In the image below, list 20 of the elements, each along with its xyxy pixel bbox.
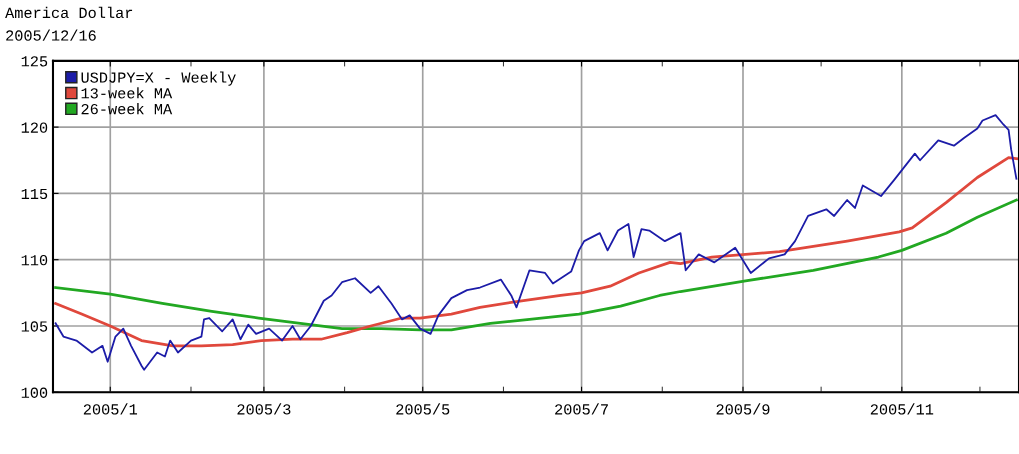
x-tick-label: 2005/5	[396, 403, 450, 415]
x-tick-label: 2005/3	[237, 403, 291, 415]
chart-title: America Dollar	[5, 6, 133, 19]
x-tick-label: 2005/1	[83, 403, 138, 415]
y-tick-label: 120	[21, 122, 48, 133]
legend-label: 13-week MA	[81, 87, 173, 99]
legend-label: USDJPY=X - Weekly	[81, 71, 236, 86]
y-tick-label: 100	[21, 387, 48, 398]
line-series	[54, 156, 1019, 348]
y-tick-label: 110	[21, 255, 48, 266]
x-tick-label: 2005/9	[716, 403, 770, 415]
legend-label: 26-week MA	[81, 103, 173, 115]
y-tick-label: 115	[21, 188, 48, 200]
line-series	[54, 198, 1018, 332]
x-tick-label: 2005/7	[555, 403, 608, 415]
y-tick-label: 125	[21, 56, 48, 67]
line-series	[54, 114, 1018, 371]
chart-subtitle: 2005/12/16	[6, 29, 96, 41]
x-tick-label: 2005/11	[870, 403, 934, 415]
y-tick-label: 105	[21, 321, 48, 332]
